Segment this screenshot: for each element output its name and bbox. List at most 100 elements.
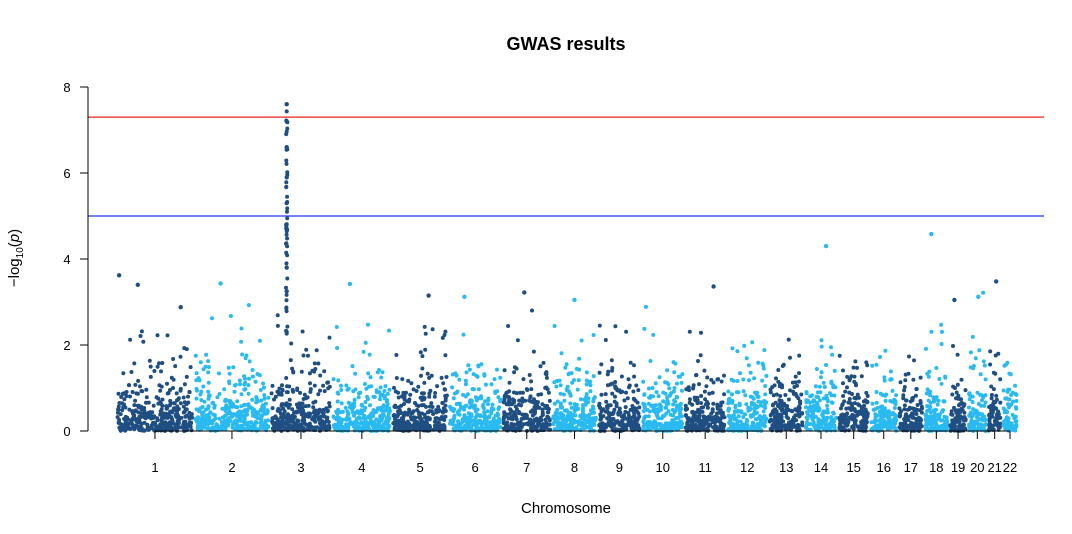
data-point [707,391,712,396]
data-point [350,364,355,369]
data-point [195,388,199,393]
data-point [172,401,177,406]
data-point [653,381,658,386]
data-point [144,395,149,400]
data-point [465,392,470,397]
data-point [629,419,634,424]
data-point [314,408,318,413]
x-tick-label: 16 [876,460,890,475]
data-point [259,416,264,421]
data-point [760,378,765,383]
data-point [744,402,749,407]
data-point [747,378,751,383]
data-point [536,417,541,422]
data-point [894,393,899,398]
data-point [810,410,815,415]
data-point [240,352,245,357]
data-point [626,377,631,382]
data-point [642,326,647,331]
data-point [838,421,842,426]
data-point [620,389,625,394]
data-point [427,394,432,399]
data-point [718,423,723,428]
data-point [804,390,809,394]
data-point [689,420,694,425]
data-point [239,404,244,409]
data-point [136,378,141,383]
data-point [846,418,851,423]
data-point [882,407,887,412]
data-point [788,426,793,431]
data-point [528,409,533,414]
data-point [316,361,321,366]
data-point [793,380,798,385]
data-point [288,358,293,363]
data-point [435,384,440,389]
x-tick-label: 12 [740,460,754,475]
data-point [420,411,425,416]
data-point [898,421,903,426]
data-point [720,400,725,405]
data-point [245,408,250,413]
data-point [742,343,747,348]
data-point [743,393,748,398]
data-point [346,423,351,428]
data-point [491,407,496,412]
data-point [898,380,903,385]
data-point [865,363,870,368]
data-point [651,425,656,430]
data-point [935,402,940,407]
data-point [242,374,247,379]
data-point [671,389,676,394]
data-point [228,418,233,423]
data-point [855,365,859,370]
data-point [303,404,308,409]
data-point [276,389,280,394]
data-point [273,414,278,419]
data-point [159,407,164,412]
data-point [634,383,639,388]
data-point [320,410,325,414]
data-point [408,415,413,419]
data-point [983,422,988,427]
data-point [882,378,887,383]
data-point [232,383,237,388]
data-point [199,398,204,403]
data-point [170,419,175,424]
data-point [584,378,589,383]
data-point [437,426,442,431]
data-point [570,418,575,423]
data-point [753,425,758,430]
data-point [413,401,417,405]
data-point [292,424,297,429]
data-point [611,417,616,421]
data-point [502,368,507,373]
data-point [501,426,506,431]
data-point [243,380,248,385]
data-point [169,410,174,415]
data-point [770,423,775,428]
data-point [171,357,176,361]
data-point [641,379,646,384]
data-point [842,413,847,418]
data-point [715,405,720,409]
data-point [741,377,746,382]
data-point [285,236,290,241]
data-point [128,337,133,342]
data-point [285,209,289,214]
data-point [259,413,264,418]
data-point [663,421,668,426]
data-point [694,373,698,378]
data-point [219,423,224,428]
data-point [471,387,476,392]
data-point [335,346,340,350]
data-point [284,261,289,266]
data-point [284,158,289,163]
data-point [554,384,559,389]
data-point [691,386,696,391]
data-point [121,391,126,396]
data-point [597,401,602,406]
data-point [163,415,168,420]
data-point [346,386,351,391]
data-point [553,414,558,419]
